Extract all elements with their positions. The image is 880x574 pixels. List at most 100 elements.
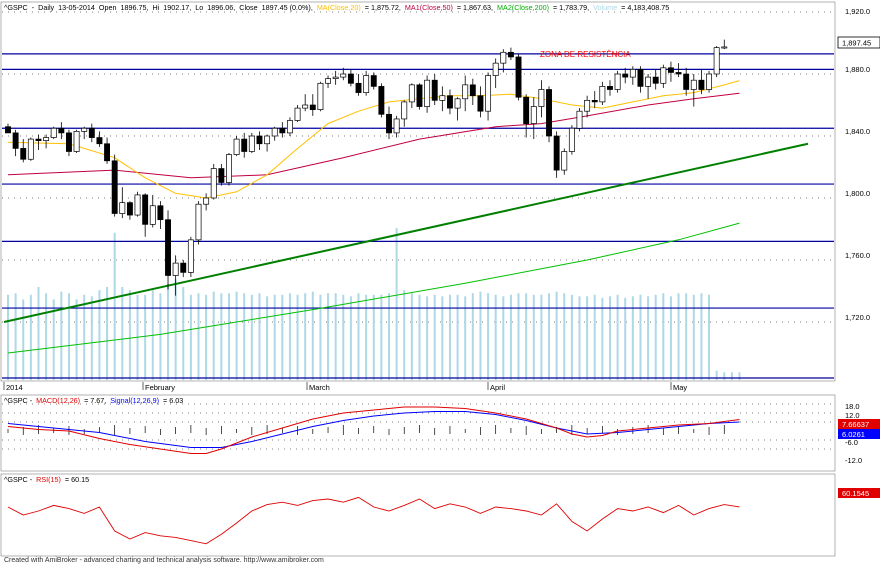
candle-body — [81, 127, 88, 132]
volume-bar — [327, 293, 330, 380]
candle-body — [50, 127, 57, 138]
rsi-panel: ^GSPC - RSI(15) = 60.15 60.1545 — [0, 473, 880, 557]
signal-badge-value: 6.0261 — [842, 430, 865, 439]
volume-bar — [692, 294, 695, 380]
candle-body — [683, 73, 690, 90]
volume-bar — [372, 294, 375, 380]
candle-body — [271, 127, 278, 137]
volume-bar — [715, 370, 718, 380]
volume-bar — [601, 297, 604, 380]
volume-bar — [426, 296, 429, 380]
volume-bar — [578, 296, 581, 380]
candle-body — [233, 138, 240, 155]
volume-bar — [189, 294, 192, 380]
footer-credit: Created with AmiBroker - advanced charti… — [4, 557, 324, 564]
candle-body — [20, 148, 27, 160]
candle-body — [35, 138, 42, 142]
volume-bar — [205, 294, 208, 380]
candle-body — [408, 84, 415, 103]
volume-bar — [639, 294, 642, 380]
candle-body — [675, 72, 682, 75]
ma50-line — [7, 92, 740, 179]
rsi-lines — [7, 496, 740, 545]
candle-body — [706, 73, 712, 90]
candle-body — [256, 135, 263, 145]
volume-bar — [7, 294, 9, 380]
candle-body — [340, 73, 347, 78]
volume-bar — [464, 296, 467, 380]
volume-bar — [616, 294, 619, 380]
volume-bar — [67, 293, 70, 380]
macd-axis: 18.0 12.0 -6.0 -12.0 7.66637 6.0261 — [838, 402, 880, 465]
price-tick: 1,880.0 — [845, 65, 870, 74]
volume-bar — [548, 293, 551, 380]
month-label: 2014 — [6, 383, 23, 392]
price-panel: ZONA DE RESISTÊNCIA ^GSPC - Daily 13-05-… — [0, 1, 880, 392]
volume-bar — [319, 294, 322, 380]
rsi-panel-border — [0, 473, 836, 557]
macd-panel: ^GSPC - MACD(12,26) = 7.67, Signal(12,26… — [0, 394, 880, 472]
volume-bars — [7, 228, 741, 380]
volume-bar — [677, 293, 680, 380]
candle-body — [73, 131, 80, 152]
rsi-badge — [838, 488, 880, 498]
price-panel-border — [0, 1, 836, 382]
macd-grid — [2, 403, 834, 450]
resistance-annotation: ZONA DE RESISTÊNCIA — [540, 50, 631, 59]
candle-body — [721, 46, 728, 49]
volume-bar — [121, 287, 124, 380]
volume-bar — [182, 287, 185, 380]
macd-tick: -6.0 — [845, 438, 858, 447]
volume-bar — [441, 296, 444, 380]
candle-body — [523, 96, 530, 124]
volume-bar — [418, 294, 421, 380]
candle-body — [12, 132, 19, 149]
volume-bar — [502, 296, 505, 380]
candle-body — [226, 154, 232, 183]
candle-body — [347, 73, 354, 84]
candle-body — [370, 75, 377, 87]
candle-body — [302, 104, 309, 109]
rsi-badge-value: 60.1545 — [842, 489, 869, 498]
candle-body — [607, 86, 613, 90]
candle-body — [119, 202, 126, 214]
volume-bar — [494, 294, 497, 380]
candle-body — [652, 76, 659, 84]
volume-bar — [52, 299, 55, 380]
volume-bar — [395, 228, 398, 380]
volume-bar — [167, 283, 170, 380]
price-legend: ^GSPC - Daily 13-05-2014 Open 1896.75, H… — [4, 3, 669, 12]
macd-tick: -12.0 — [845, 456, 862, 465]
volume-bar — [631, 296, 634, 380]
volume-bar — [654, 294, 657, 380]
volume-bar — [669, 296, 672, 380]
price-tick: 1,800.0 — [845, 189, 870, 198]
candle-body — [241, 138, 248, 152]
candle-body — [530, 106, 537, 124]
candle-body — [462, 84, 469, 100]
volume-bar — [525, 293, 528, 380]
volume-bar — [403, 290, 406, 380]
candle-body — [576, 110, 583, 129]
candle-body — [660, 67, 667, 84]
volume-bar — [29, 294, 32, 380]
candle-body — [218, 168, 225, 183]
price-tick: 1,720.0 — [845, 313, 870, 322]
price-axis: 1,920.0 1,880.0 1,840.0 1,800.0 1,760.0 … — [837, 7, 880, 322]
candle-body — [172, 262, 179, 276]
candle-body — [599, 86, 606, 103]
volume-bar — [532, 294, 535, 380]
candle-body — [111, 160, 118, 214]
volume-bar — [723, 372, 726, 380]
volume-bar — [555, 291, 558, 380]
candle-body — [355, 82, 362, 93]
candle-body — [195, 203, 202, 241]
volume-bar — [106, 287, 109, 380]
volume-bar — [83, 294, 86, 380]
candle-body — [264, 135, 271, 145]
candle-body — [126, 202, 133, 216]
candle-body — [104, 143, 111, 162]
volume-bar — [479, 291, 482, 380]
volume-bar — [586, 296, 589, 380]
